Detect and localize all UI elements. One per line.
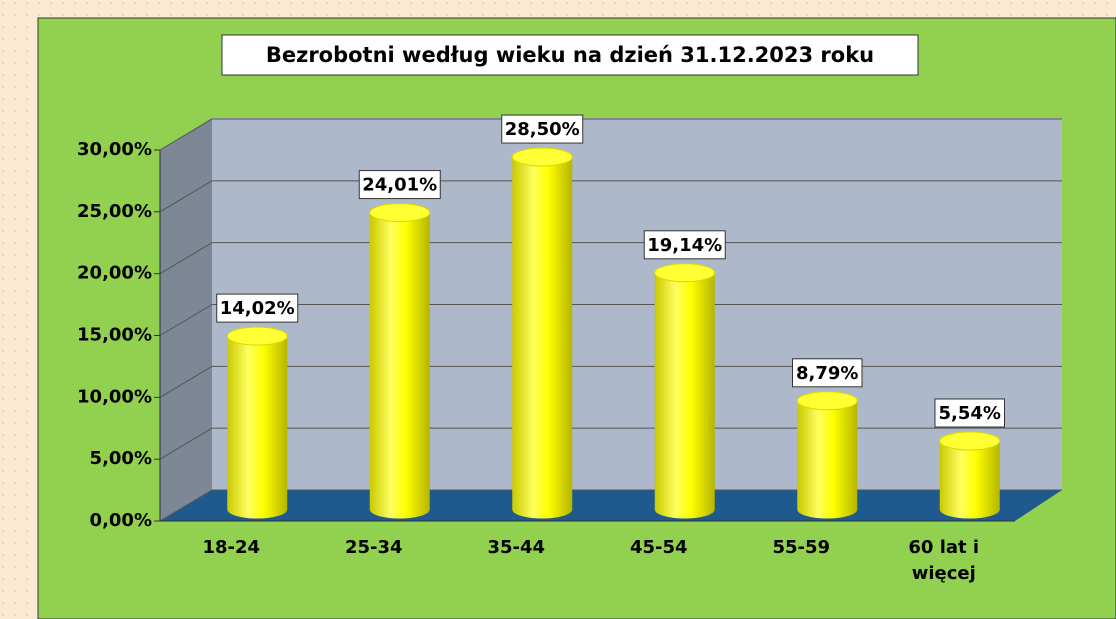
bar bbox=[511, 147, 573, 519]
data-label: 14,02% bbox=[220, 298, 295, 319]
x-tick-label-box: 55-59 bbox=[772, 537, 831, 558]
grid-line bbox=[159, 242, 213, 275]
y-tick-label: 5,00% bbox=[90, 448, 152, 469]
data-label: 8,79% bbox=[796, 363, 858, 384]
y-tick-label: 30,00% bbox=[77, 139, 152, 160]
grid-line bbox=[159, 180, 213, 213]
bar-top bbox=[654, 263, 716, 283]
bar bbox=[796, 391, 858, 519]
grid-line bbox=[159, 365, 213, 398]
x-tick-label-box: 35-44 bbox=[487, 537, 546, 558]
x-tick-label-box: 18-24 bbox=[202, 537, 261, 558]
bar bbox=[939, 431, 1001, 519]
bar-body bbox=[797, 400, 858, 519]
data-label-box bbox=[643, 230, 726, 260]
y-tick-label: 25,00% bbox=[77, 201, 152, 222]
x-tick-label: 60 lat i więcej bbox=[908, 537, 980, 584]
grid-line bbox=[159, 118, 213, 151]
x-tick-label: 25-34 bbox=[344, 537, 403, 558]
x-tick-label: 35-44 bbox=[487, 537, 546, 558]
y-tick-label: 0,00% bbox=[90, 510, 152, 531]
bar-body bbox=[654, 272, 715, 519]
x-tick-label-box: 45-54 bbox=[629, 537, 688, 558]
data-label-box bbox=[358, 170, 441, 200]
bar bbox=[226, 326, 288, 519]
bar-body bbox=[512, 157, 573, 519]
bar-top bbox=[369, 203, 431, 223]
bar-top bbox=[796, 391, 858, 411]
bar-body bbox=[369, 212, 430, 519]
bar bbox=[654, 263, 716, 519]
grid-line bbox=[159, 489, 213, 522]
grid-line bbox=[159, 304, 213, 336]
data-label: 28,50% bbox=[505, 119, 580, 140]
y-tick-label: 20,00% bbox=[77, 263, 152, 284]
y-tick-label: 15,00% bbox=[77, 325, 152, 346]
chart-title: Bezrobotni według wieku na dzień 31.12.2… bbox=[266, 43, 874, 67]
data-label: 19,14% bbox=[647, 235, 722, 256]
data-label-box bbox=[501, 114, 584, 144]
bar-top bbox=[226, 326, 288, 346]
data-label-box bbox=[216, 293, 299, 323]
bar bbox=[369, 203, 431, 519]
x-tick-label-box: 60 lat i więcej bbox=[908, 537, 980, 584]
data-label-box bbox=[792, 358, 863, 388]
floor bbox=[160, 490, 1062, 521]
title-box bbox=[221, 34, 919, 76]
x-tick-label-box: 25-34 bbox=[344, 537, 403, 558]
bar-body bbox=[227, 336, 288, 519]
data-label: 5,54% bbox=[939, 403, 1001, 424]
y-tick-label: 10,00% bbox=[77, 386, 152, 407]
grid-line bbox=[159, 427, 213, 460]
x-tick-label: 45-54 bbox=[629, 537, 688, 558]
bar-top bbox=[939, 431, 1001, 451]
data-label: 24,01% bbox=[362, 175, 437, 196]
data-label-box bbox=[934, 398, 1005, 428]
x-tick-label: 18-24 bbox=[202, 537, 261, 558]
bar-body bbox=[939, 440, 1000, 519]
x-tick-label: 55-59 bbox=[772, 537, 831, 558]
bar-top bbox=[511, 147, 573, 167]
